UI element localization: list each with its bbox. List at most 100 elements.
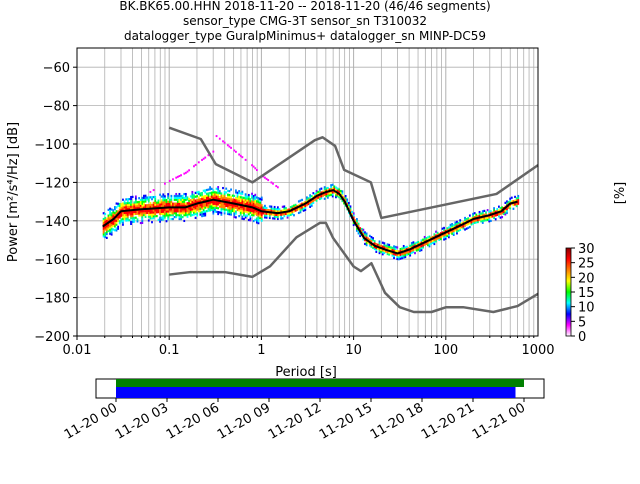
density-cell — [167, 212, 170, 215]
density-cell — [486, 218, 489, 221]
density-cell — [202, 203, 205, 206]
density-cell — [233, 198, 236, 201]
density-cell — [143, 206, 145, 209]
density-cell — [117, 202, 120, 205]
density-cell — [456, 222, 458, 225]
density-cell — [346, 202, 349, 205]
density-cell — [228, 190, 231, 193]
density-cell — [309, 194, 312, 197]
density-cell — [264, 214, 266, 217]
density-cell — [446, 234, 449, 238]
density-cell — [418, 247, 421, 251]
density-cell — [173, 196, 176, 199]
density-cell — [159, 201, 161, 204]
density-cell — [427, 244, 429, 247]
density-cell — [183, 208, 186, 211]
density-cell — [154, 213, 157, 216]
density-cell — [117, 218, 120, 221]
density-cell — [391, 252, 394, 255]
density-cell — [134, 203, 137, 206]
density-cell — [109, 209, 111, 212]
density-cell — [136, 203, 139, 206]
density-cell — [389, 248, 392, 251]
density-cell — [189, 195, 192, 198]
density-cell — [273, 217, 276, 220]
density-cell — [506, 208, 508, 211]
density-cell-outlier — [176, 175, 179, 178]
density-cell — [220, 207, 223, 210]
density-cell — [230, 203, 232, 207]
density-cell — [212, 200, 215, 204]
density-cell — [178, 196, 181, 199]
density-cell — [375, 250, 378, 253]
density-cell — [226, 205, 229, 208]
density-cell — [144, 200, 147, 203]
density-cell — [255, 202, 258, 205]
density-cell — [222, 194, 224, 197]
density-cell — [473, 219, 476, 222]
density-cell — [310, 202, 313, 205]
density-cell — [167, 200, 170, 203]
density-cell — [315, 197, 318, 200]
density-cell — [178, 194, 181, 198]
density-cell — [502, 210, 505, 214]
density-cell — [504, 201, 507, 204]
density-cell — [243, 210, 245, 213]
density-cell — [443, 226, 445, 230]
density-cell — [130, 211, 132, 214]
timeline-tick-label: 11-20 15 — [317, 400, 375, 442]
density-cell — [226, 197, 229, 200]
density-cell — [226, 208, 229, 212]
density-cell — [257, 214, 260, 217]
timeline-tick-label: 11-20 00 — [62, 400, 120, 442]
density-cell — [506, 202, 508, 205]
density-cell — [515, 204, 518, 208]
density-cell — [225, 191, 228, 194]
density-cell — [246, 214, 249, 217]
density-cell — [465, 217, 468, 221]
density-cell — [407, 247, 410, 250]
density-cell — [485, 213, 487, 216]
density-cell — [359, 232, 362, 236]
density-cell — [396, 254, 399, 257]
density-cell — [325, 195, 328, 198]
density-cell — [172, 202, 174, 205]
density-cell — [252, 196, 255, 200]
density-cell — [323, 193, 326, 197]
density-cell — [205, 196, 208, 199]
density-cell — [125, 198, 128, 201]
density-cell — [202, 197, 205, 200]
density-cell — [170, 198, 173, 201]
density-cell — [144, 196, 147, 199]
density-cell — [383, 249, 386, 253]
density-cell — [480, 214, 483, 217]
density-cell — [120, 212, 123, 215]
density-cell — [262, 212, 265, 215]
density-cell — [252, 204, 255, 207]
density-cell — [130, 197, 132, 201]
density-cell — [286, 214, 289, 217]
density-cell — [259, 201, 262, 204]
density-cell — [438, 232, 441, 236]
density-cell — [181, 216, 184, 219]
density-cell — [399, 253, 402, 256]
density-cell — [276, 215, 279, 219]
density-cell — [283, 213, 286, 216]
density-cell — [373, 245, 376, 249]
density-cell — [243, 212, 245, 215]
density-cell — [246, 197, 249, 200]
density-cell — [141, 198, 144, 201]
density-cell — [154, 197, 157, 201]
y-tick-label: −140 — [34, 215, 70, 230]
density-cell — [496, 209, 499, 213]
density-cell — [260, 208, 263, 211]
density-cell — [138, 204, 140, 207]
x-axis-label: Period [s] — [275, 365, 337, 380]
density-cell — [352, 216, 355, 219]
density-cell — [249, 219, 252, 222]
density-cell — [381, 249, 384, 252]
density-cell — [283, 205, 286, 208]
density-cell — [115, 219, 118, 222]
density-cell — [186, 198, 189, 201]
density-cell — [252, 214, 255, 217]
